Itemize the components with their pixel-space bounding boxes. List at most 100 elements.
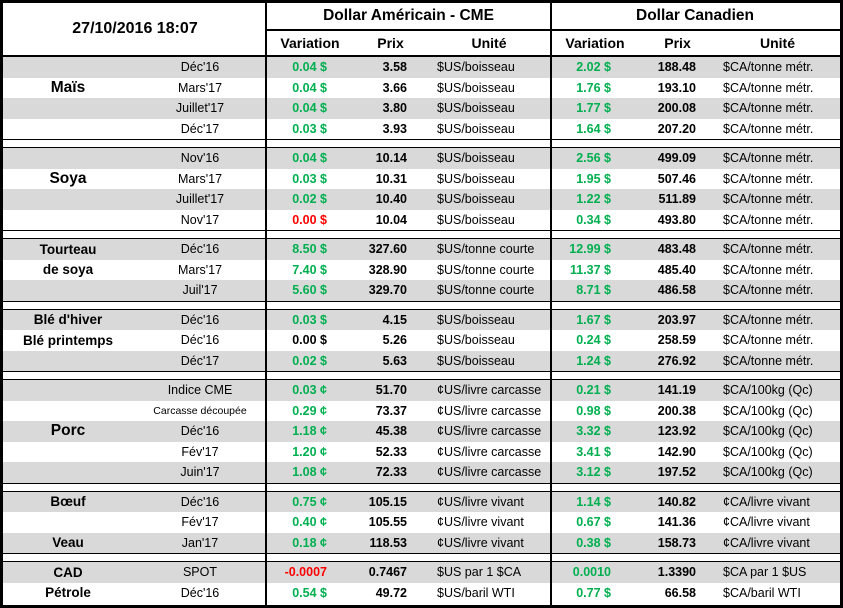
- ca-unit-cell: ¢CA/livre vivant: [723, 494, 810, 509]
- table-row: Blé printemps Déc'16 0.00 $ 5.26 $US/boissea…: [3, 330, 840, 351]
- ca-unit-cell: ¢CA/livre vivant: [723, 515, 810, 530]
- contract-cell: Déc'16: [180, 585, 220, 600]
- ca-unit-cell: $CA/100kg (Qc): [723, 444, 813, 459]
- ca-price-cell: 483.48: [657, 242, 696, 257]
- us-price-cell: 10.14: [375, 151, 407, 166]
- ca-price-cell: 200.08: [657, 101, 696, 116]
- ca-unit-cell: $CA/tonne métr.: [723, 242, 814, 257]
- ca-variation-cell: 1.24 $: [576, 353, 611, 368]
- us-unit-cell: $US par 1 $CA: [437, 565, 522, 580]
- contract-cell: Déc'17: [180, 353, 220, 368]
- table-row: de soya Mars'17 7.40 $ 328.90 $US/tonne cour…: [3, 260, 840, 281]
- contract-cell: Jan'17: [181, 535, 219, 550]
- ca-variation-cell: 3.12 $: [576, 465, 611, 480]
- contract-cell: Juillet'17: [175, 101, 225, 116]
- us-unit-cell: $US/boisseau: [437, 80, 515, 95]
- table-body: Déc'16 0.04 $ 3.58 $US/boisseau 2.02 $ 188.48…: [3, 57, 840, 603]
- ca-variation-cell: 1.76 $: [576, 80, 611, 95]
- ca-variation-cell: 0.21 $: [576, 383, 611, 398]
- table-row: Juillet'17 0.04 $ 3.80 $US/boisseau 1.77 $ 20…: [3, 98, 840, 119]
- contract-cell: SPOT: [182, 565, 218, 580]
- category-cell: Pétrole: [45, 585, 91, 601]
- us-price-cell: 105.15: [368, 494, 407, 509]
- category-cell: Soya: [49, 169, 87, 187]
- us-unit-cell: $US/boisseau: [437, 121, 515, 136]
- contract-cell: Déc'16: [180, 60, 220, 75]
- contract-cell: Déc'16: [180, 242, 220, 257]
- us-price-cell: 105.55: [368, 515, 407, 530]
- ca-variation-cell: 3.41 $: [576, 444, 611, 459]
- table-row: Déc'17 0.03 $ 3.93 $US/boisseau 1.64 $ 207.20…: [3, 119, 840, 140]
- ca-price-cell: 203.97: [657, 312, 696, 327]
- us-price-cell: 73.37: [375, 403, 407, 418]
- block-divider-left: [265, 3, 267, 605]
- ca-variation-cell: 0.67 $: [576, 515, 611, 530]
- us-variation-cell: 0.03 ¢: [292, 383, 327, 398]
- us-unit-cell: ¢US/livre vivant: [437, 535, 524, 550]
- category-cell: de soya: [42, 262, 94, 278]
- ca-unit-cell: $CA/tonne métr.: [723, 171, 814, 186]
- us-price-cell: 51.70: [375, 383, 407, 398]
- ca-unit-cell: $CA/tonne métr.: [723, 333, 814, 348]
- us-unit-cell: $US/boisseau: [437, 192, 515, 207]
- us-unit-header: Unité: [471, 35, 507, 51]
- us-price-cell: 118.53: [369, 535, 407, 550]
- category-cell: Bœuf: [50, 494, 86, 510]
- contract-cell: Indice CME: [167, 383, 233, 398]
- us-variation-cell: 0.00 $: [292, 333, 327, 348]
- us-price-cell: 327.60: [368, 242, 407, 257]
- table-row: Fév'17 1.20 ¢ 52.33 ¢US/livre carcasse 3.41 …: [3, 442, 840, 463]
- table-row: Déc'16 0.04 $ 3.58 $US/boisseau 2.02 $ 188.48…: [3, 57, 840, 78]
- table-row: Tourteau Déc'16 8.50 $ 327.60 $US/tonne cour…: [3, 239, 840, 260]
- us-variation-cell: 1.18 ¢: [292, 424, 327, 439]
- ca-price-cell: 141.36: [657, 515, 696, 530]
- us-variation-header: Variation: [280, 35, 340, 51]
- ca-unit-cell: $CA/100kg (Qc): [723, 424, 813, 439]
- category-cell: Veau: [52, 535, 84, 551]
- us-block-title: Dollar Américain - CME: [267, 3, 550, 31]
- ca-price-cell: 499.09: [657, 151, 696, 166]
- ca-variation-cell: 12.99 $: [569, 242, 611, 257]
- contract-cell: Déc'16: [180, 312, 220, 327]
- table-row: CAD SPOT -0.0007 0.7467 $US par 1 $CA 0.0010 1…: [3, 562, 840, 583]
- us-price-header: Prix: [377, 35, 404, 51]
- ca-unit-cell: $CA/tonne métr.: [723, 101, 814, 116]
- ca-column-headers: Variation Prix Unité: [550, 31, 840, 55]
- us-price-cell: 5.63: [382, 353, 407, 368]
- contract-cell: Juil'17: [182, 283, 218, 298]
- ca-unit-cell: $CA/100kg (Qc): [723, 383, 813, 398]
- ca-variation-cell: 0.77 $: [576, 585, 611, 600]
- block-divider-right: [550, 3, 552, 605]
- ca-variation-cell: 0.0010: [572, 565, 611, 580]
- contract-cell: Mars'17: [177, 80, 223, 95]
- ca-unit-cell: $CA/tonne métr.: [723, 283, 814, 298]
- ca-variation-cell: 0.38 $: [576, 535, 611, 550]
- table-row: Blé d'hiver Déc'16 0.03 $ 4.15 $US/boisseau 1…: [3, 309, 840, 330]
- category-cell: Blé d'hiver: [33, 312, 103, 328]
- ca-variation-cell: 1.77 $: [576, 101, 611, 116]
- us-variation-cell: 7.40 $: [292, 262, 327, 277]
- us-variation-cell: 0.18 ¢: [292, 535, 327, 550]
- contract-cell: Mars'17: [177, 262, 223, 277]
- table-row: Nov'16 0.04 $ 10.14 $US/boisseau 2.56 $ 499.0…: [3, 148, 840, 169]
- us-variation-cell: 0.03 $: [292, 312, 327, 327]
- us-variation-cell: 1.08 ¢: [292, 465, 327, 480]
- us-price-cell: 72.33: [375, 465, 407, 480]
- us-unit-cell: $US/boisseau: [437, 171, 515, 186]
- ca-price-cell: 141.19: [657, 383, 696, 398]
- us-unit-cell: ¢US/livre vivant: [437, 494, 524, 509]
- ca-unit-cell: $CA/tonne métr.: [723, 212, 814, 227]
- ca-price-cell: 197.52: [657, 465, 696, 480]
- us-unit-cell: $US/baril WTI: [437, 585, 515, 600]
- contract-cell: Juin'17: [180, 465, 220, 480]
- us-unit-cell: $US/tonne courte: [437, 242, 535, 257]
- ca-unit-cell: $CA/tonne métr.: [723, 312, 814, 327]
- ca-price-cell: 493.80: [657, 212, 696, 227]
- ca-price-cell: 258.59: [657, 333, 696, 348]
- category-cell: CAD: [53, 564, 83, 580]
- contract-cell: Déc'16: [180, 333, 220, 348]
- us-dollar-block-header: Dollar Américain - CME Variation Prix Un…: [267, 3, 550, 55]
- us-price-cell: 10.31: [375, 171, 407, 186]
- ca-price-cell: 158.73: [657, 535, 696, 550]
